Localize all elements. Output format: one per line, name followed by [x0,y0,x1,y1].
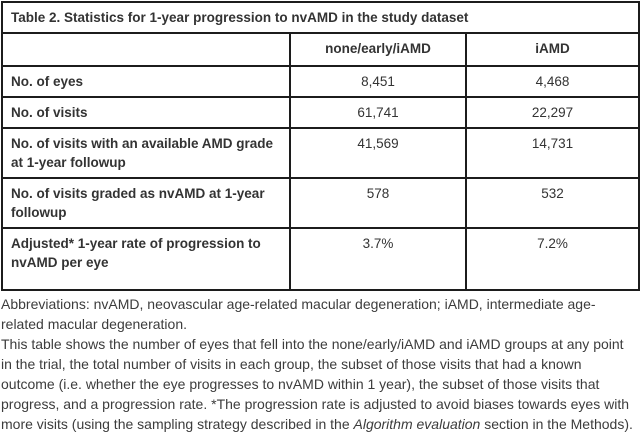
table-description: This table shows the number of eyes that… [1,334,638,434]
column-header-empty [1,32,291,67]
description-text-part1: This table shows the number of eyes that… [1,336,630,432]
abbreviations-note: Abbreviations: nvAMD, neovascular age-re… [1,294,638,334]
table-header-row: none/early/iAMD iAMD [1,32,640,67]
page: Table 2. Statistics for 1-year progressi… [1,1,640,434]
value-cell: 4,468 [465,65,640,98]
value-cell: 532 [465,177,640,229]
table-title-row: Table 2. Statistics for 1-year progressi… [1,1,640,34]
table-footnotes: Abbreviations: nvAMD, neovascular age-re… [1,294,638,434]
value-cell: 7.2% [465,227,640,291]
row-label: No. of eyes [1,65,291,98]
column-header-none-early-iamd: none/early/iAMD [289,32,467,67]
table-row: No. of visits graded as nvAMD at 1-year … [1,177,640,229]
value-cell: 8,451 [289,65,467,98]
value-cell: 578 [289,177,467,229]
table-row: No. of visits 61,741 22,297 [1,96,640,129]
value-cell: 3.7% [289,227,467,291]
abbreviations-text: Abbreviations: nvAMD, neovascular age-re… [1,296,596,332]
statistics-table: Table 2. Statistics for 1-year progressi… [1,1,640,291]
value-cell: 61,741 [289,96,467,129]
row-label: No. of visits [1,96,291,129]
algorithm-evaluation-section-ref: Algorithm evaluation [353,416,481,432]
table-row: Adjusted* 1-year rate of progression to … [1,227,640,291]
row-label: No. of visits with an available AMD grad… [1,127,291,179]
column-header-iamd: iAMD [465,32,640,67]
table-row: No. of eyes 8,451 4,468 [1,65,640,98]
row-label: No. of visits graded as nvAMD at 1-year … [1,177,291,229]
table-title: Table 2. Statistics for 1-year progressi… [1,1,640,34]
row-label: Adjusted* 1-year rate of progression to … [1,227,291,291]
value-cell: 14,731 [465,127,640,179]
value-cell: 41,569 [289,127,467,179]
value-cell: 22,297 [465,96,640,129]
description-text-part2: section in the Methods). [480,416,633,432]
table-row: No. of visits with an available AMD grad… [1,127,640,179]
